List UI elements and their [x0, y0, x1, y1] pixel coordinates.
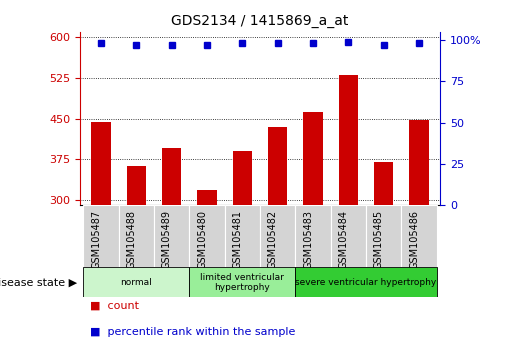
Bar — [296, 205, 331, 267]
Bar — [190, 267, 296, 297]
Bar — [83, 205, 118, 267]
Text: GSM105488: GSM105488 — [126, 210, 136, 269]
Bar — [260, 205, 296, 267]
Bar — [225, 205, 260, 267]
Bar — [339, 75, 358, 205]
Text: ■  percentile rank within the sample: ■ percentile rank within the sample — [90, 327, 296, 337]
Bar — [374, 162, 393, 205]
Bar — [127, 166, 146, 205]
Text: normal: normal — [121, 278, 152, 287]
Bar — [233, 151, 252, 205]
Text: GSM105480: GSM105480 — [197, 210, 207, 269]
Text: GSM105489: GSM105489 — [162, 210, 171, 269]
Bar — [296, 267, 437, 297]
Text: disease state ▶: disease state ▶ — [0, 277, 77, 287]
Text: GSM105486: GSM105486 — [409, 210, 419, 269]
Bar — [83, 267, 190, 297]
Text: GSM105487: GSM105487 — [91, 210, 101, 269]
Text: GSM105485: GSM105485 — [374, 210, 384, 269]
Bar — [268, 127, 287, 205]
Bar — [331, 205, 366, 267]
Bar — [197, 190, 217, 205]
Bar — [91, 122, 111, 205]
Bar — [409, 120, 429, 205]
Text: GSM105484: GSM105484 — [338, 210, 349, 269]
Text: limited ventricular
hypertrophy: limited ventricular hypertrophy — [200, 273, 284, 292]
Bar — [303, 112, 323, 205]
Bar — [366, 205, 402, 267]
Bar — [162, 148, 181, 205]
Bar — [154, 205, 190, 267]
Text: GSM105482: GSM105482 — [268, 210, 278, 269]
Text: severe ventricular hypertrophy: severe ventricular hypertrophy — [296, 278, 437, 287]
Text: GSM105483: GSM105483 — [303, 210, 313, 269]
Title: GDS2134 / 1415869_a_at: GDS2134 / 1415869_a_at — [171, 14, 349, 28]
Text: ■  count: ■ count — [90, 301, 139, 311]
Bar — [118, 205, 154, 267]
Bar — [190, 205, 225, 267]
Bar — [402, 205, 437, 267]
Text: GSM105481: GSM105481 — [232, 210, 243, 269]
